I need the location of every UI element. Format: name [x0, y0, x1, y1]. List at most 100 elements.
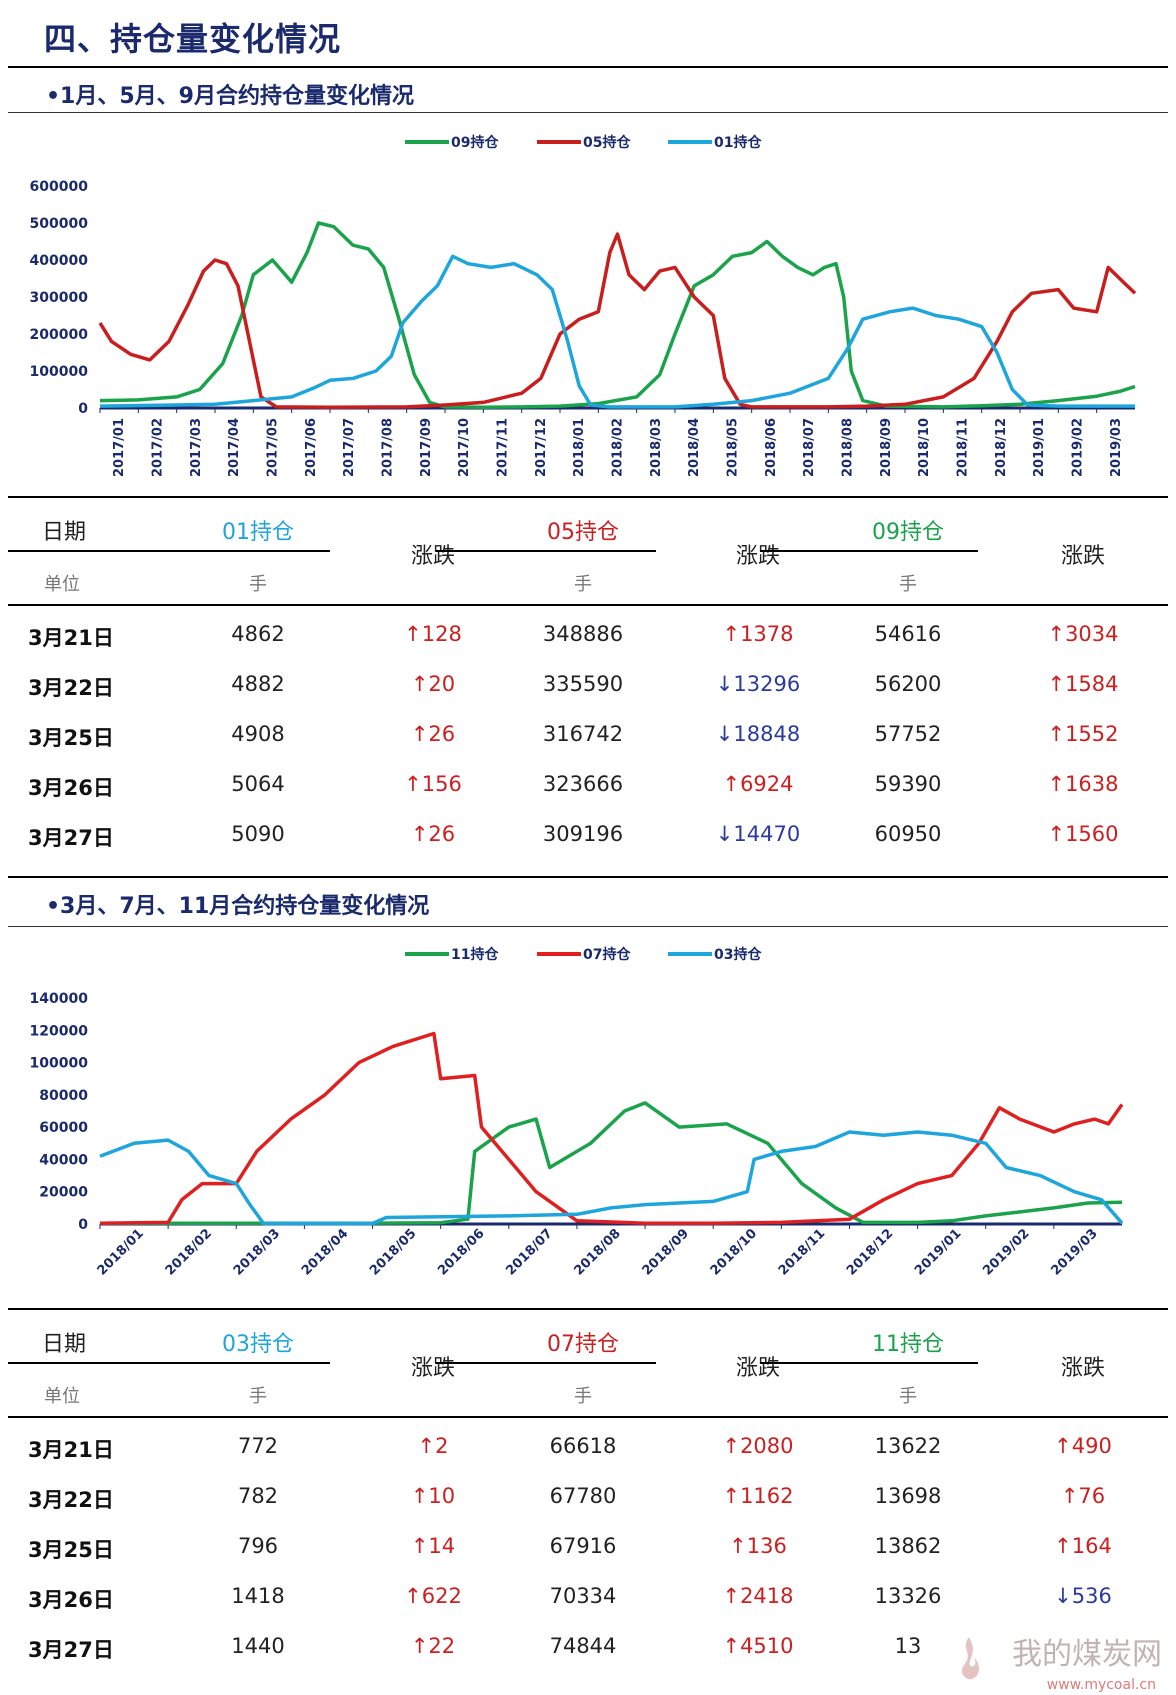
- x-tick-label: 2017/09: [419, 418, 434, 477]
- col1-unit: 手: [249, 574, 267, 595]
- row-change-col2: ↑136: [729, 1534, 787, 1558]
- x-tick-label: 2019/01: [1032, 418, 1047, 477]
- row-change-col1: ↑622: [404, 1584, 462, 1608]
- row-date: 3月22日: [28, 1488, 114, 1512]
- y-tick-label: 60000: [39, 1120, 88, 1136]
- series-line-03持仓: [99, 1130, 1124, 1226]
- section2-top-rule: [8, 876, 1168, 878]
- unit-label: 单位: [44, 574, 80, 595]
- row-change-col2: ↑1378: [722, 622, 794, 646]
- header-underline: [436, 1362, 656, 1364]
- row-change-col3: ↑1584: [1047, 672, 1119, 696]
- y-tick-label: 400000: [30, 253, 89, 269]
- row-value-col2: 335590: [542, 672, 624, 696]
- x-tick-label: 2017/02: [151, 418, 166, 477]
- row-value-col2: 348886: [542, 622, 624, 646]
- row-value-col1: 4908: [231, 722, 285, 746]
- change-header-2: 涨跌: [735, 544, 780, 569]
- row-value-col3: 54616: [874, 622, 942, 646]
- chart-3to7to11-open-interest: 11持仓 07持仓 03持仓 0 20000 40000 60000 80000 100000 1…: [30, 946, 1124, 1279]
- x-tick-label: 2018/05: [726, 418, 741, 477]
- series-line-11持仓: [100, 1101, 1123, 1225]
- row-change-col3: ↑1560: [1047, 822, 1119, 846]
- row-change-col1: ↑10: [410, 1484, 456, 1508]
- y-tick-label: 100000: [30, 1056, 89, 1072]
- y-tick-label: 100000: [30, 364, 89, 380]
- row-value-col3: 13698: [874, 1484, 942, 1508]
- header-bottom-rule: [8, 604, 1168, 606]
- row-value-col1: 5064: [231, 772, 285, 796]
- table-1to5to9: 日期 01持仓 05持仓 09持仓 涨跌 涨跌 涨跌 单位 手 手 手 3月21日 4862 ↑128 34…: [8, 496, 1168, 874]
- col3-unit: 手: [899, 1386, 917, 1407]
- chart-1to5to9-open-interest: 09持仓 05持仓 01持仓 0 100000 200000 300000 400000 500…: [30, 134, 1137, 477]
- row-value-col1: 796: [237, 1534, 279, 1558]
- series-line-09持仓: [99, 221, 1136, 410]
- row-change-col3: ↑164: [1054, 1534, 1112, 1558]
- row-change-col2: ↑2080: [722, 1434, 794, 1458]
- x-tick-label: 2018/10: [708, 1226, 760, 1278]
- row-date: 3月21日: [28, 626, 114, 650]
- row-change-col2: ↓13296: [715, 672, 801, 696]
- col2-unit: 手: [574, 574, 592, 595]
- row-change-col2: ↑1162: [722, 1484, 794, 1508]
- row-value-col3: 13326: [874, 1584, 942, 1608]
- x-tick-label: 2017/08: [381, 418, 396, 477]
- x-tick-label: 2018/02: [163, 1226, 215, 1278]
- table-3to7to11: 日期 03持仓 07持仓 11持仓 涨跌 涨跌 涨跌 单位 手 手 手 3月21日 772 ↑2 66618…: [8, 1308, 1168, 1686]
- section1-title: •1月、5月、9月合约持仓量变化情况: [46, 84, 414, 109]
- row-change-col3: ↑490: [1054, 1434, 1112, 1458]
- row-value-col3: 57752: [874, 722, 942, 746]
- row-value-col2: 66618: [549, 1434, 617, 1458]
- row-date: 3月26日: [28, 776, 114, 800]
- y-tick-label: 0: [78, 401, 88, 417]
- col3-header: 09持仓: [872, 520, 944, 545]
- x-tick-label: 2018/04: [687, 418, 702, 477]
- x-tick-label: 2018/03: [231, 1226, 283, 1278]
- change-header-3: 涨跌: [1060, 1356, 1105, 1381]
- row-change-col1: ↑128: [404, 622, 462, 646]
- col1-header: 01持仓: [222, 520, 294, 545]
- page-title: 四、持仓量变化情况: [44, 20, 342, 58]
- table2-top-rule: [8, 1308, 1168, 1310]
- section2-title-underline: [8, 926, 1168, 927]
- row-value-col3: 13862: [874, 1534, 942, 1558]
- flame-logo-icon: [961, 1637, 979, 1680]
- row-value-col3: 13622: [874, 1434, 942, 1458]
- x-tick-label: 2017/03: [189, 418, 204, 477]
- x-tick-label: 2019/02: [1071, 418, 1086, 477]
- section1-title-underline: [8, 112, 1168, 113]
- x-tick-label: 2017/07: [342, 418, 357, 477]
- row-date: 3月27日: [28, 1638, 114, 1662]
- header-underline: [8, 1362, 330, 1364]
- x-tick-label: 2018/03: [649, 418, 664, 477]
- row-change-col1: ↑20: [410, 672, 456, 696]
- section2-title: •3月、7月、11月合约持仓量变化情况: [46, 894, 430, 919]
- row-value-col2: 323666: [542, 772, 624, 796]
- row-date: 3月22日: [28, 676, 114, 700]
- row-value-col2: 67916: [549, 1534, 617, 1558]
- x-tick-label: 2018/07: [503, 1226, 555, 1278]
- row-change-col3: ↑3034: [1047, 622, 1119, 646]
- col2-header: 05持仓: [547, 520, 619, 545]
- watermark-text: 我的煤炭网: [1012, 1637, 1162, 1672]
- row-change-col3: ↑1638: [1047, 772, 1119, 796]
- col1-header: 03持仓: [222, 1332, 294, 1357]
- change-header-3: 涨跌: [1060, 544, 1105, 569]
- row-change-col1: ↑22: [410, 1634, 456, 1658]
- row-change-col3: ↑76: [1060, 1484, 1106, 1508]
- y-tick-label: 20000: [39, 1185, 88, 1201]
- x-tick-label: 2018/04: [299, 1226, 351, 1278]
- row-value-col1: 4862: [231, 622, 285, 646]
- x-tick-label: 2018/02: [611, 418, 626, 477]
- x-tick-label: 2017/06: [304, 418, 319, 477]
- row-change-col3: ↑1552: [1047, 722, 1119, 746]
- series-line-01持仓: [99, 254, 1135, 409]
- x-tick-label: 2018/08: [841, 418, 856, 477]
- series-line-07持仓: [99, 1031, 1124, 1225]
- x-tick-label: 2018/10: [917, 418, 932, 477]
- header-underline: [760, 1362, 978, 1364]
- y-tick-label: 600000: [30, 179, 89, 195]
- series-line-05持仓: [98, 232, 1137, 410]
- row-value-col3: 56200: [874, 672, 942, 696]
- row-date: 3月21日: [28, 1438, 114, 1462]
